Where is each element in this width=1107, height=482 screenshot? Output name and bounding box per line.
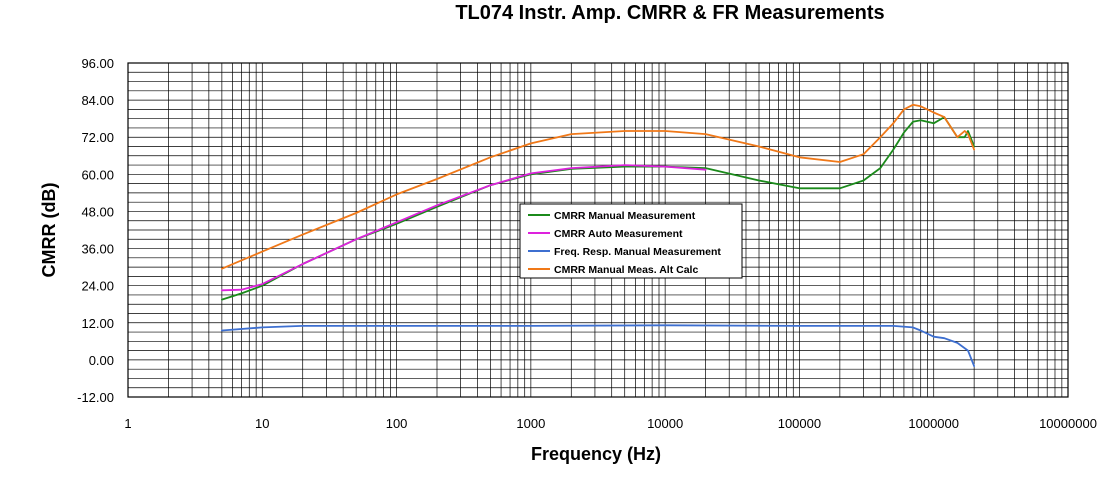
x-tick-label: 100000 — [778, 416, 821, 431]
y-tick-label: 24.00 — [81, 279, 114, 294]
series-line-4 — [220, 103, 975, 270]
y-axis-title: CMRR (dB) — [39, 183, 59, 278]
series-layer — [220, 103, 975, 368]
y-tick-label: 60.00 — [81, 167, 114, 182]
x-tick-label: 1 — [124, 416, 131, 431]
x-axis-title: Frequency (Hz) — [531, 444, 661, 464]
plot-area-frame — [127, 62, 1069, 398]
y-tick-label: 0.00 — [89, 353, 114, 368]
y-tick-label: 36.00 — [81, 242, 114, 257]
x-tick-label: 1000 — [516, 416, 545, 431]
x-tick-label: 10000000 — [1039, 416, 1097, 431]
x-tick-label: 1000000 — [908, 416, 959, 431]
legend-entry: CMRR Auto Measurement — [554, 228, 683, 240]
x-tick-labels: 1 10 100 1000 10000 100000 1000000 10000000 — [124, 416, 1097, 431]
series-line-3 — [220, 324, 975, 368]
x-tick-label: 100 — [386, 416, 408, 431]
y-tick-label: 96.00 — [81, 56, 114, 71]
series-line-2 — [220, 164, 707, 292]
legend-box — [519, 203, 743, 279]
x-tick-label: 10000 — [647, 416, 683, 431]
y-tick-label: 72.00 — [81, 130, 114, 145]
legend-entry: CMRR Manual Measurement — [554, 210, 696, 222]
legend-entry: CMRR Manual Meas. Alt Calc — [554, 264, 698, 276]
y-tick-label: 12.00 — [81, 316, 114, 331]
chart-title: TL074 Instr. Amp. CMRR & FR Measurements — [455, 2, 885, 24]
y-tick-labels: -12.00 0.00 12.00 24.00 36.00 48.00 60.00 72.00… — [77, 56, 114, 405]
y-tick-label: 48.00 — [81, 204, 114, 219]
x-tick-label: 10 — [255, 416, 269, 431]
y-tick-label: -12.00 — [77, 390, 114, 405]
legend-entry: Freq. Resp. Manual Measurement — [554, 246, 721, 258]
legend: CMRR Manual Measurement CMRR Auto Measure… — [519, 203, 743, 279]
y-tick-label: 84.00 — [81, 93, 114, 108]
